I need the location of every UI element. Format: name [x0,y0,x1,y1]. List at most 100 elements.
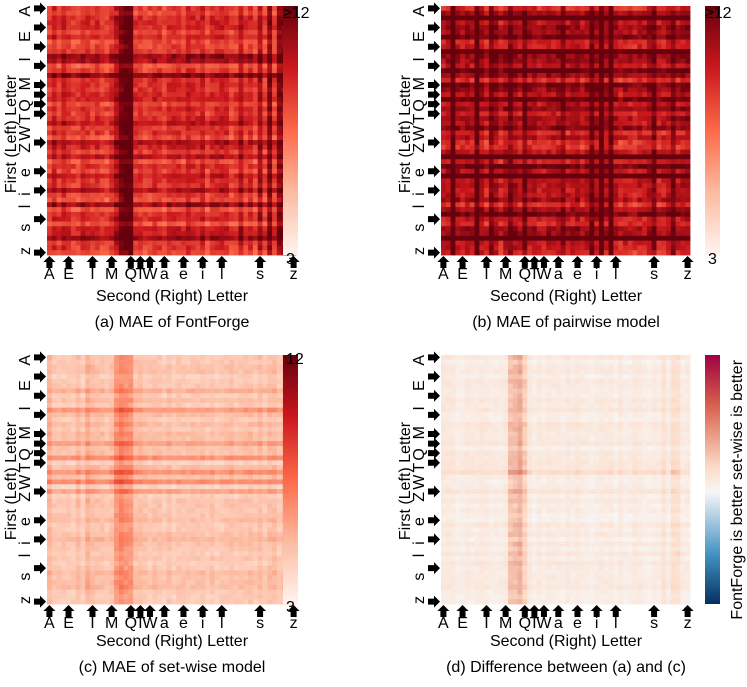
heat-cell [133,111,139,117]
heat-cell [493,53,499,60]
heat-cell [555,207,562,213]
heat-cell [579,53,586,60]
heat-cell [252,159,259,165]
heat-cell [56,92,62,98]
heat-cell [479,20,485,26]
heat-cell [90,183,96,189]
heat-cell [161,101,168,107]
heat-cell [276,245,283,251]
heat-cell [114,178,120,184]
heat-cell [276,58,283,64]
heat-cell [171,140,177,146]
heat-cell [613,207,619,213]
heat-cell [493,154,499,160]
heat-cell [575,135,581,141]
heat-cell [272,77,278,84]
heat-cell [262,29,268,36]
heat-cell [128,197,134,203]
heat-cell [90,235,96,242]
heat-cell [599,149,605,155]
heat-cell [479,101,485,107]
heat-cell [594,73,600,79]
heat-cell [70,173,77,179]
heat-cell [171,168,177,174]
heat-cell [70,87,77,93]
heat-cell [646,120,653,127]
heat-cell [622,192,629,198]
heat-cell [75,10,81,16]
heat-cell [109,159,115,165]
heat-cell [651,6,657,12]
heat-cell [517,135,523,141]
heat-cell [272,221,278,227]
heat-cell [94,34,101,40]
heat-cell [646,154,653,160]
heat-cell [493,68,499,74]
heat-cell [541,207,547,213]
heat-cell [104,58,110,64]
heat-cell [484,106,490,112]
heat-cell [228,144,235,151]
heat-cell [272,25,278,31]
heat-cell [484,207,490,213]
heat-cell [248,106,254,112]
heat-cell [276,140,283,146]
heat-cell [551,73,557,79]
heat-cell [613,53,619,60]
heat-cell [85,164,91,170]
heat-cell [565,120,571,127]
heat-cell [512,39,519,45]
heat-cell [565,187,571,194]
heat-cell [646,77,653,84]
heat-cell [469,116,475,122]
heat-cell [646,116,653,122]
heat-cell [508,82,514,88]
heat-cell [51,231,57,237]
heat-cell [219,44,225,50]
heat-cell [228,216,235,222]
heat-cell [675,77,681,84]
heat-cell [176,192,182,198]
heat-cell [75,149,81,155]
heat-cell [142,178,148,184]
heat-cell [104,173,110,179]
heat-cell [233,231,239,237]
heat-cell [484,53,490,60]
heat-cell [479,96,485,103]
heat-cell [276,216,283,222]
heat-cell [527,197,533,203]
heat-cell [555,197,562,203]
heat-cell [632,29,638,36]
heat-cell [445,34,451,40]
heat-cell [262,77,268,84]
heat-cell [508,125,514,131]
heat-cell [224,130,230,136]
heat-cell [238,202,244,208]
heat-cell [474,68,480,74]
heat-cell [104,240,110,246]
heat-cell [56,221,62,227]
heat-cell [75,58,81,64]
heat-cell [104,250,110,256]
heat-cell [541,120,547,127]
heat-cell [522,140,528,146]
heat-cell [627,15,633,21]
heat-cell [632,63,638,69]
heat-cell [450,183,456,189]
heat-cell [219,92,225,98]
heat-cell [267,10,273,16]
heat-cell [656,178,662,184]
heat-cell [618,87,624,93]
heat-cell [498,6,504,12]
heat-cell [80,173,86,179]
heat-cell [441,68,447,74]
heat-cell [147,140,153,146]
heat-cell [536,197,542,203]
heat-cell [209,149,215,155]
heat-cell [536,15,542,21]
heat-cell [622,140,629,146]
heat-cell [546,44,552,50]
heat-cell [469,178,475,184]
heat-cell [157,49,163,55]
heat-cell [142,144,148,151]
